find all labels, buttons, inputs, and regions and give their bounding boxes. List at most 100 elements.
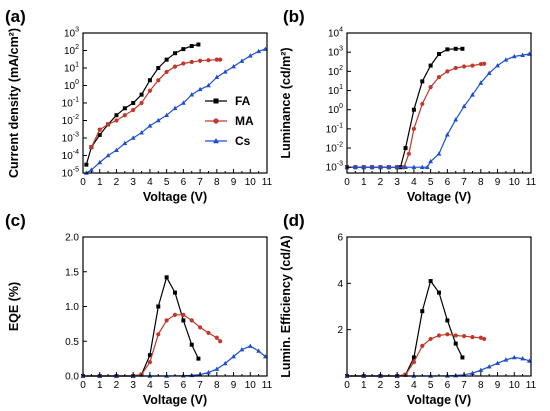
y-tick-label: 100	[64, 79, 79, 92]
y-tick-label: 10-3	[326, 161, 343, 174]
y-tick-label: 10-4	[62, 149, 79, 162]
data-point-ma	[428, 85, 433, 90]
y-axis-label: Lumin. Efficiency (cd/A)	[279, 235, 293, 377]
y-tick-label: 10-2	[326, 142, 343, 155]
x-tick-label: 10	[509, 380, 521, 391]
series-line-cs	[83, 345, 266, 377]
data-point-fa	[445, 47, 450, 52]
y-tick-label: 101	[328, 84, 343, 97]
x-tick-label: 2	[114, 380, 120, 391]
data-point-ma	[156, 78, 161, 83]
x-tick-label: 6	[445, 380, 451, 391]
y-tick-label: 104	[328, 27, 343, 40]
data-point-cs	[97, 159, 103, 165]
data-point-cs	[419, 164, 425, 170]
data-point-ma	[97, 127, 102, 132]
data-point-cs	[428, 158, 434, 164]
data-point-fa	[131, 101, 136, 105]
series-cs	[80, 343, 268, 378]
data-point-cs	[386, 164, 392, 170]
data-point-ma	[214, 335, 219, 340]
data-point-cs	[503, 57, 509, 62]
series-fa	[345, 46, 465, 170]
data-point-ma	[181, 61, 186, 66]
x-tick-label: 1	[97, 177, 103, 188]
y-tick-label: 0.5	[65, 337, 79, 348]
data-point-cs	[139, 130, 144, 135]
series-line-cs	[347, 356, 530, 377]
data-point-cs	[511, 53, 517, 59]
y-tick-label: 2	[337, 325, 343, 336]
data-point-fa	[460, 46, 465, 51]
x-tick-label: 9	[231, 177, 237, 188]
x-tick-label: 2	[378, 380, 384, 391]
data-point-ma	[105, 122, 111, 127]
data-point-cs	[88, 167, 94, 172]
y-tick-label: 102	[64, 44, 79, 57]
data-point-ma	[482, 336, 487, 342]
y-tick-label: 4	[337, 279, 343, 290]
y-tick-label: 100	[328, 103, 343, 116]
series-fa	[81, 275, 201, 378]
y-tick-exponent: 3	[75, 27, 79, 34]
data-point-fa	[164, 57, 169, 62]
y-tick-label: 102	[328, 65, 343, 78]
data-point-fa	[173, 51, 177, 56]
data-point-cs	[206, 369, 211, 375]
series-cs	[344, 354, 532, 378]
y-tick-exponent: -2	[337, 142, 343, 149]
legend-marker	[213, 118, 219, 124]
y-tick-exponent: 2	[339, 65, 343, 72]
data-point-cs	[520, 52, 526, 57]
y-tick-exponent: 0	[339, 103, 343, 110]
data-point-fa	[460, 355, 465, 360]
data-point-ma	[411, 126, 417, 131]
data-point-fa	[97, 132, 102, 137]
data-point-cs	[424, 164, 430, 170]
chart-panel-c: (c) 0 1 2 3 4 5 6 7 8 9 10 11 0.0 0.5 1.0 1.5 2.0 Voltage …	[5, 211, 273, 407]
data-point-fa	[453, 341, 458, 346]
data-point-cs	[189, 92, 195, 97]
data-point-cs	[461, 103, 467, 109]
data-point-fa	[147, 353, 152, 358]
x-tick-label: 11	[526, 380, 537, 391]
y-axis-label: EQE (%)	[7, 282, 21, 331]
data-point-cs	[486, 364, 492, 369]
data-point-cs	[147, 123, 153, 128]
data-point-cs	[247, 53, 253, 58]
data-point-cs	[114, 147, 119, 153]
x-tick-label: 4	[411, 380, 417, 391]
series-ma	[344, 332, 487, 379]
data-point-fa	[420, 309, 425, 314]
x-tick-label: 10	[245, 177, 257, 188]
series-line-ma	[347, 63, 485, 168]
data-point-cs	[164, 112, 170, 118]
x-tick-label: 3	[394, 177, 400, 188]
data-point-ma	[164, 69, 169, 74]
data-point-ma	[453, 65, 458, 71]
data-point-cs	[511, 354, 517, 360]
data-point-cs	[256, 348, 262, 353]
data-point-ma	[172, 312, 178, 317]
y-tick-exponent: -1	[73, 97, 79, 104]
data-point-fa	[428, 63, 433, 68]
x-tick-label: 1	[97, 380, 103, 391]
data-point-cs	[172, 105, 178, 111]
x-tick-label: 10	[509, 177, 521, 188]
x-tick-label: 7	[197, 380, 203, 391]
y-tick-exponent: 0	[75, 79, 79, 86]
y-tick-exponent: 3	[339, 46, 343, 53]
x-tick-label: 8	[478, 177, 484, 188]
data-point-cs	[470, 92, 475, 97]
data-point-ma	[478, 335, 483, 340]
panel-label: (a)	[5, 7, 26, 26]
data-point-cs	[130, 135, 136, 140]
data-point-cs	[231, 64, 236, 69]
data-point-cs	[478, 80, 484, 85]
data-point-cs	[453, 117, 459, 122]
data-point-cs	[378, 164, 383, 170]
data-point-ma	[478, 61, 483, 67]
series-line-fa	[347, 279, 463, 377]
